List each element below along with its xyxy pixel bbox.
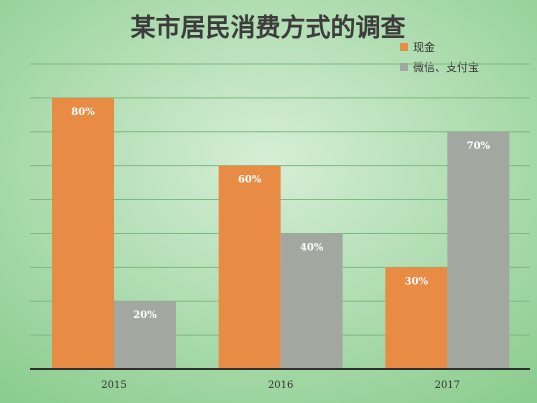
data-labels: 80% 20% 60% 40% 30% 70%	[71, 107, 490, 321]
x-tick-label-2015: 2015	[101, 380, 126, 391]
legend-swatch-cash	[400, 43, 408, 51]
data-label-2017-wechat-alipay: 70%	[467, 141, 491, 152]
bar-2016-wechat-alipay	[280, 233, 343, 369]
legend-swatch-wechat-alipay	[400, 63, 408, 71]
data-label-2015-wechat-alipay: 20%	[133, 310, 157, 321]
data-label-2015-cash: 80%	[71, 107, 95, 118]
chart-title: 某市居民消费方式的调查	[130, 13, 405, 42]
x-tick-label-2016: 2016	[268, 380, 293, 391]
data-label-2017-cash: 30%	[405, 276, 429, 287]
bar-2017-cash	[385, 267, 448, 369]
data-label-2016-cash: 60%	[238, 175, 262, 186]
bars	[52, 97, 510, 369]
bar-2015-cash	[52, 97, 114, 369]
legend-label-cash: 现金	[413, 40, 435, 54]
bar-2016-cash	[218, 165, 281, 369]
x-tick-labels: 2015 2016 2017	[101, 380, 460, 391]
x-tick-label-2017: 2017	[435, 380, 460, 391]
legend-label-wechat-alipay: 微信、支付宝	[413, 60, 479, 74]
bar-2017-wechat-alipay	[447, 131, 510, 369]
bar-2015-wechat-alipay	[114, 301, 176, 369]
data-label-2016-wechat-alipay: 40%	[300, 242, 324, 253]
